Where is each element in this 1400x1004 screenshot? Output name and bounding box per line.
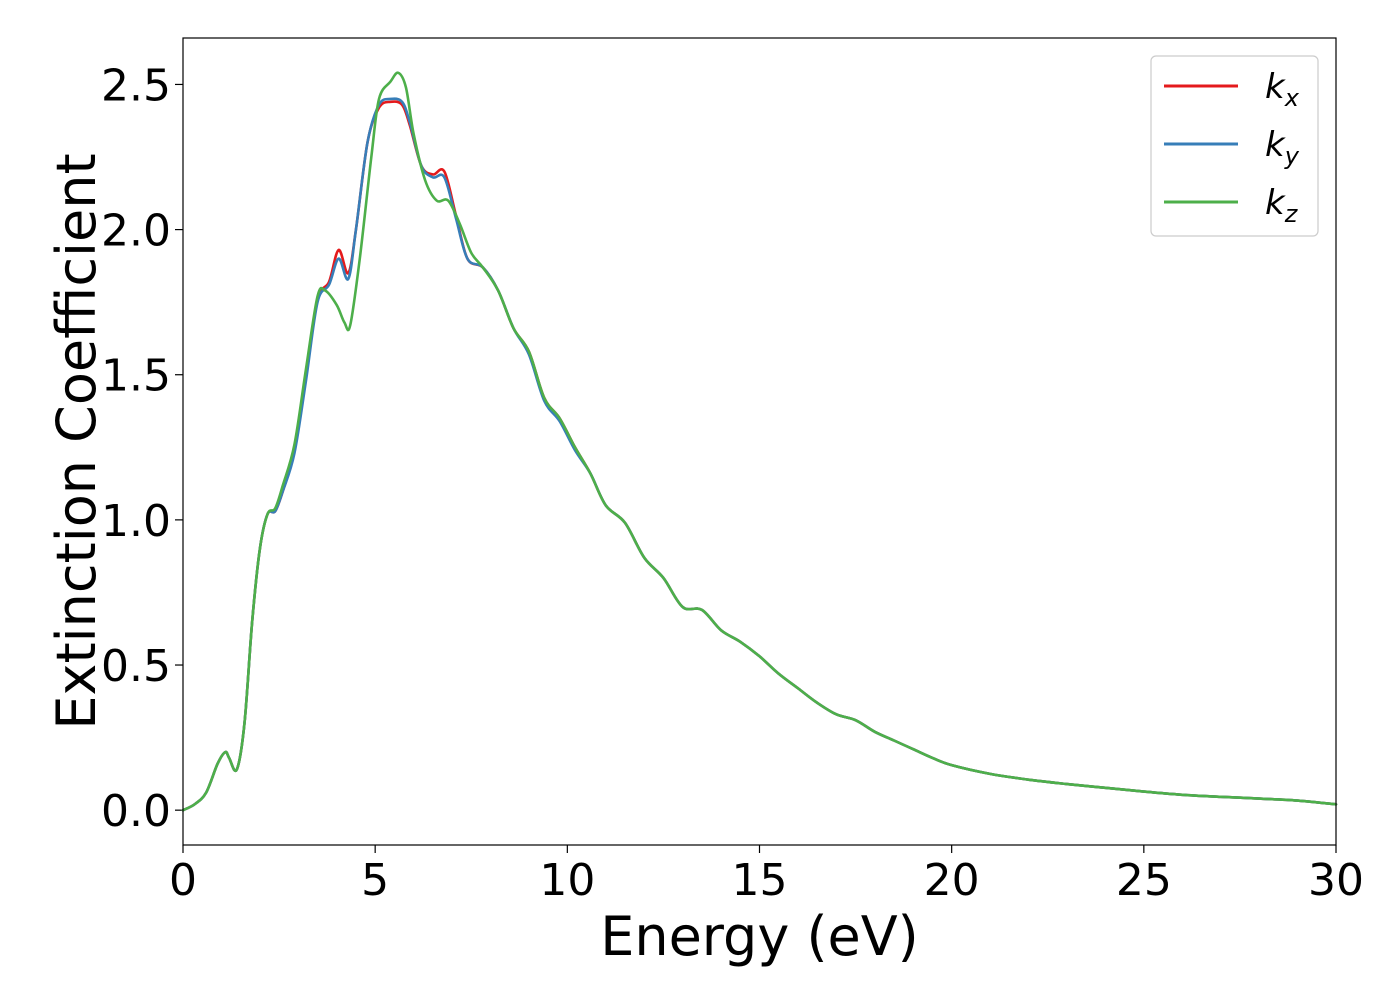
legend-label-main: k (1265, 67, 1286, 107)
y-tick-label: 2.5 (101, 60, 171, 111)
plot-area-frame (182, 37, 1337, 846)
x-axis-ticks: 0 5 10 15 20 25 30 (169, 845, 1364, 906)
y-tick-label: 0.0 (101, 786, 171, 837)
x-tick-label: 10 (539, 855, 595, 906)
legend-label-kx: kx (1265, 67, 1300, 112)
series-line-kz (181, 71, 1338, 812)
x-tick-label: 20 (924, 855, 980, 906)
y-axis-label: Extinction Coefficient (45, 153, 108, 729)
legend-label-ky: ky (1265, 125, 1300, 170)
legend-label-subscript: x (1284, 84, 1300, 112)
series-layer (181, 71, 1338, 812)
y-tick-label: 0.5 (101, 641, 171, 692)
x-axis-label: Energy (eV) (600, 905, 919, 968)
y-tick-label: 1.5 (101, 351, 171, 402)
legend-label-subscript: y (1284, 142, 1300, 170)
x-tick-label: 15 (732, 855, 788, 906)
legend-label-kz: kz (1265, 183, 1299, 228)
legend-label-main: k (1265, 183, 1286, 223)
legend-label-subscript: z (1284, 200, 1299, 228)
x-tick-label: 25 (1116, 855, 1172, 906)
legend-box (1150, 55, 1319, 237)
x-tick-label: 0 (169, 855, 197, 906)
x-tick-label: 5 (361, 855, 389, 906)
y-tick-label: 2.0 (101, 206, 171, 257)
y-tick-label: 1.0 (101, 496, 171, 547)
x-tick-label: 30 (1308, 855, 1364, 906)
legend-label-main: k (1265, 125, 1286, 165)
y-axis-ticks: 0.0 0.5 1.0 1.5 2.0 2.5 (101, 60, 183, 837)
